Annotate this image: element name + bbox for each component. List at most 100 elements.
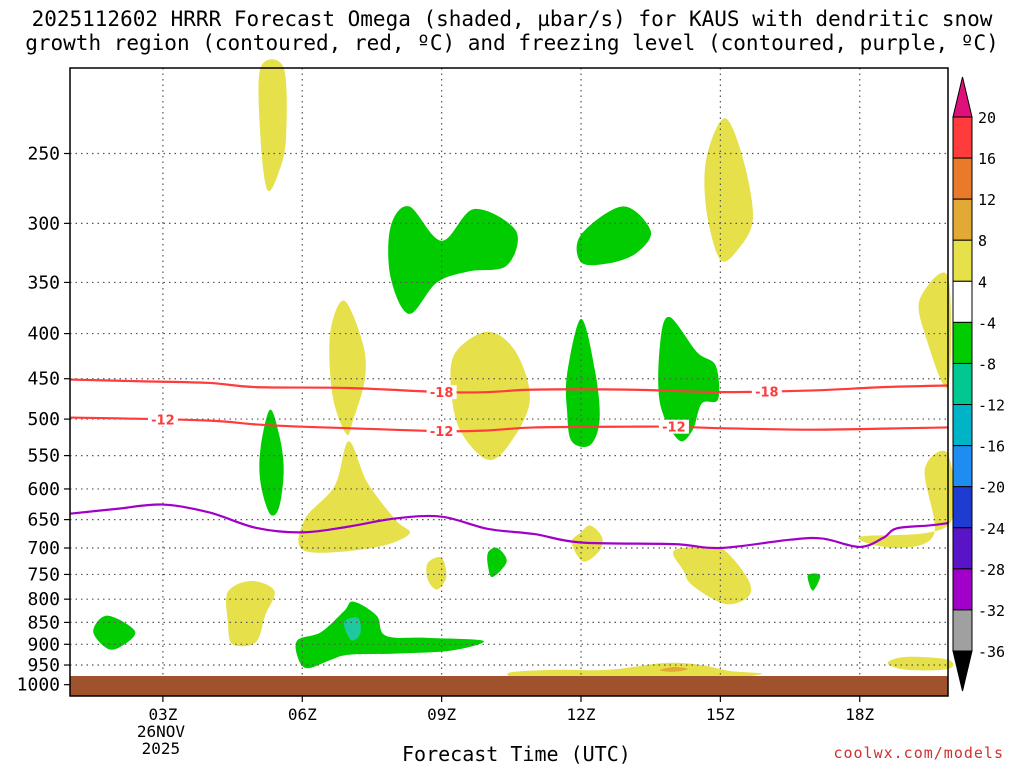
omega-region-yellow [918, 272, 952, 389]
omega-region-yellow [673, 546, 752, 605]
x-tick-label: 12Z [567, 705, 596, 724]
contour-label-bg [658, 419, 689, 434]
y-tick-label: 600 [27, 479, 60, 500]
omega-region-yellow [450, 331, 530, 461]
ground-surface [70, 676, 948, 696]
y-tick-label: 900 [27, 634, 60, 655]
omega-region-green [295, 601, 484, 669]
colorbar-label: -24 [978, 520, 1005, 538]
contour-freezing-level [69, 503, 949, 550]
x-tick-label: 06Z [288, 705, 317, 724]
colorbar-top-arrow [952, 76, 973, 118]
source-credit: coolwx.com/models [833, 744, 1004, 762]
colorbar-label: 16 [978, 150, 996, 168]
omega-region-yellow [858, 450, 956, 549]
x-axis-title: Forecast Time (UTC) [402, 742, 631, 766]
x-tick-label: 18Z [845, 705, 874, 724]
chart-title-line2: growth region (contoured, red, ºC) and f… [25, 31, 999, 55]
x-tick-year: 2025 [142, 739, 181, 758]
colorbar-segment [952, 527, 973, 570]
colorbar-segment [952, 486, 973, 529]
x-tick-label: 09Z [427, 705, 456, 724]
y-axis: 2503003504004505005506006507007508008509… [17, 143, 70, 696]
contour-label: -12 [662, 421, 686, 436]
omega-region-yellow [507, 662, 763, 680]
omega-shading [93, 59, 956, 680]
x-tick-date: 26NOV [137, 722, 186, 741]
y-tick-label: 650 [27, 510, 60, 531]
omega-region-green [565, 318, 600, 447]
colorbar-label: -28 [978, 561, 1005, 579]
colorbar-segment [952, 280, 973, 323]
contour-label-bg [426, 424, 457, 439]
contour-label-bg [751, 384, 782, 399]
colorbar-label: -8 [978, 355, 996, 373]
colorbar-label: -4 [978, 314, 996, 332]
contour-label: -18 [430, 386, 454, 401]
y-tick-label: 700 [27, 538, 60, 559]
colorbar-segment [952, 198, 973, 241]
omega-region-yellow [426, 557, 447, 590]
contour-dgz-minus18 [69, 378, 949, 394]
omega-region-green [576, 206, 652, 266]
chart-title-line1: 2025112602 HRRR Forecast Omega (shaded, … [31, 7, 993, 31]
y-tick-label: 950 [27, 655, 60, 676]
colorbar-label: 20 [978, 109, 996, 127]
contour-dgz-minus12 [69, 416, 949, 433]
y-tick-label: 800 [27, 589, 60, 610]
y-tick-label: 750 [27, 564, 60, 585]
colorbar-label: -20 [978, 479, 1005, 497]
contour-label: -18 [755, 385, 779, 400]
colorbar-label: -32 [978, 602, 1005, 620]
colorbar-label: 8 [978, 232, 987, 250]
contour-label: -12 [430, 425, 454, 440]
contour-label-bg [426, 385, 457, 400]
omega-region-yellow [704, 118, 753, 262]
y-tick-label: 450 [27, 369, 60, 390]
y-tick-label: 850 [27, 612, 60, 633]
y-tick-label: 300 [27, 213, 60, 234]
colorbar-label: 4 [978, 273, 987, 291]
omega-region-green [487, 547, 507, 578]
colorbar: 20 16 12 8 4 -4 -8 -12 -16 -20 -24 -28 -32 -36 [952, 76, 1005, 692]
omega-region-teal [343, 617, 361, 641]
x-tick-label: 03Z [148, 705, 177, 724]
omega-region-yellow [298, 441, 410, 553]
y-tick-label: 500 [27, 409, 60, 430]
colorbar-segment [952, 609, 973, 652]
plot-frame [69, 67, 949, 697]
colorbar-segment [952, 568, 973, 611]
y-tick-label: 400 [27, 324, 60, 345]
omega-region-green [259, 409, 284, 516]
y-tick-label: 250 [27, 143, 60, 164]
colorbar-segment [952, 445, 973, 488]
colorbar-segment [952, 321, 973, 364]
omega-region-orange [660, 666, 688, 672]
colorbar-label: -12 [978, 397, 1005, 415]
omega-region-green [658, 316, 720, 442]
colorbar-segment [952, 362, 973, 406]
y-tick-label: 1000 [17, 675, 60, 696]
contour-label-bg [147, 412, 178, 427]
colorbar-bottom-arrow [952, 650, 973, 692]
colorbar-segment [952, 239, 973, 282]
omega-region-green [388, 206, 518, 314]
omega-region-green [807, 573, 821, 591]
contour-label: -12 [151, 413, 175, 428]
omega-region-green [93, 615, 136, 650]
y-tick-label: 550 [27, 446, 60, 467]
y-tick-label: 350 [27, 272, 60, 293]
omega-region-yellow [258, 59, 287, 192]
colorbar-label: -16 [978, 438, 1005, 456]
omega-region-yellow [329, 300, 366, 436]
contours: -18 -18 -12 -12 -12 [69, 378, 949, 550]
colorbar-segment [952, 116, 973, 159]
colorbar-segment [952, 157, 973, 200]
omega-region-yellow [887, 656, 954, 671]
x-tick-label: 15Z [706, 705, 735, 724]
colorbar-label: 12 [978, 191, 996, 209]
colorbar-label: -36 [978, 643, 1005, 661]
omega-region-yellow [226, 580, 275, 647]
